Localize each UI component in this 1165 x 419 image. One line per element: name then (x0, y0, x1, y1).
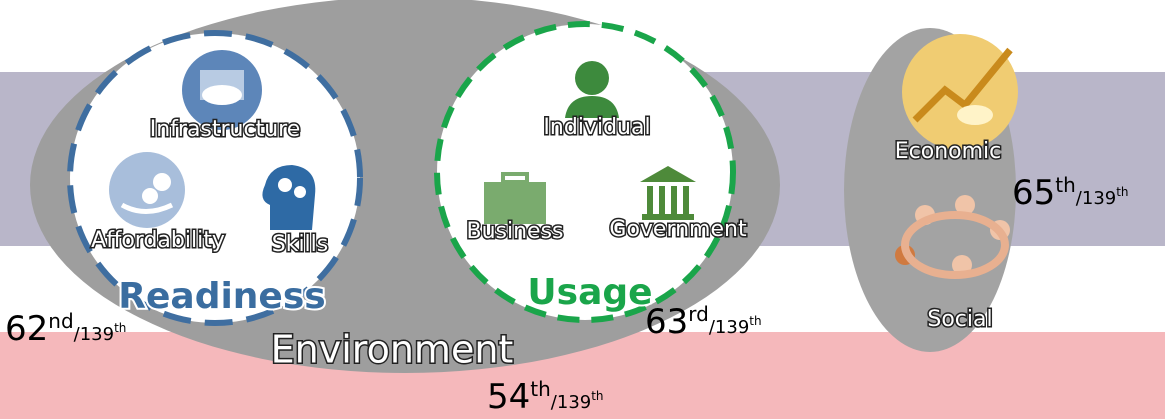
item-label: Economic (895, 139, 1002, 164)
rank-position: 65 (1012, 173, 1055, 213)
rank-suffix: th (114, 321, 126, 335)
skills-icon (262, 165, 315, 230)
item-label: Government (609, 217, 747, 242)
infographic: Infrastructure Affordability Skills Read… (0, 0, 1165, 419)
readiness-title: Readiness (118, 276, 325, 317)
rank-total: /139 (1076, 188, 1116, 209)
item-label: Affordability (91, 228, 225, 253)
item-label: Business (466, 219, 563, 244)
rank-suffix: th (530, 377, 551, 401)
rank-suffix: th (1116, 185, 1128, 199)
affordability-icon (109, 152, 185, 228)
rank-suffix: nd (48, 309, 73, 333)
economic-icon (902, 34, 1018, 150)
rank-suffix: rd (688, 302, 709, 326)
rank-total: /139 (74, 324, 114, 345)
rank-suffix: th (591, 389, 603, 403)
item-label: Individual (543, 115, 650, 140)
usage-title: Usage (527, 272, 652, 313)
item-label: Skills (272, 232, 329, 257)
item-label: Infrastructure (150, 117, 301, 142)
item-label: Social (927, 307, 992, 332)
rank-position: 62 (5, 309, 48, 349)
rank-position: 63 (645, 302, 688, 342)
rank-total: /139 (551, 392, 591, 413)
rank-suffix: th (1055, 173, 1076, 197)
rank-suffix: th (749, 314, 761, 328)
rank-total: /139 (709, 317, 749, 338)
environment-title: Environment (271, 328, 514, 372)
rank-position: 54 (487, 377, 530, 417)
